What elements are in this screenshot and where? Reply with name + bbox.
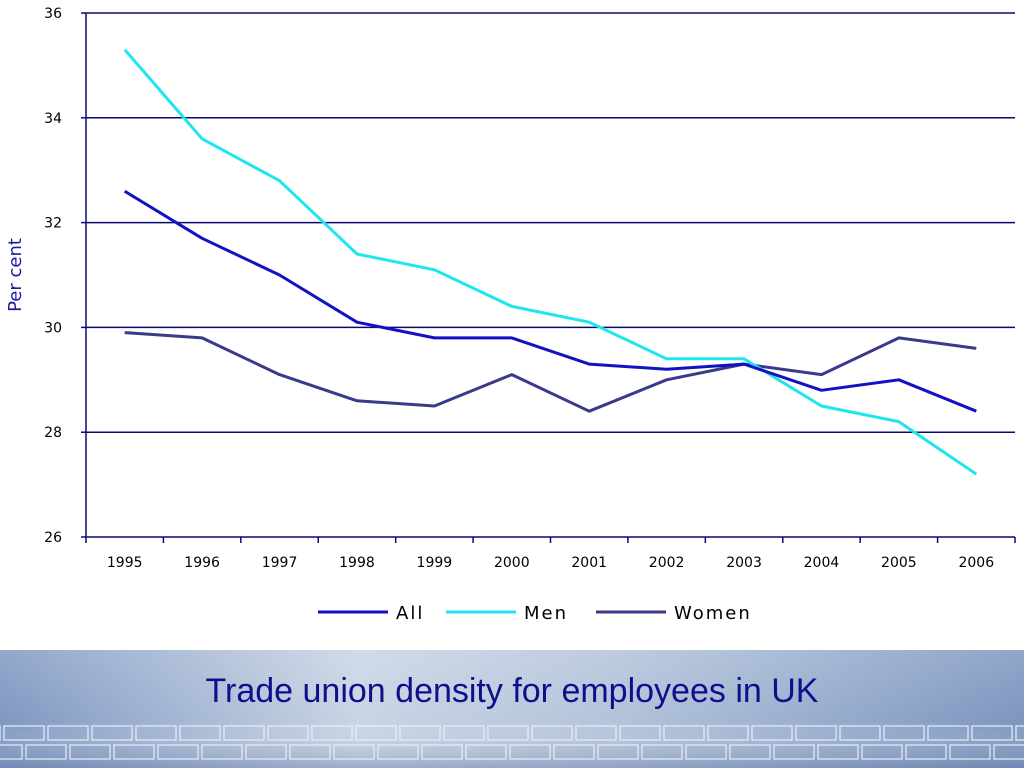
x-tick-label: 1995 [107, 555, 143, 571]
y-tick-label: 28 [44, 425, 62, 441]
brick [883, 725, 925, 741]
brick [267, 725, 309, 741]
brick [201, 744, 243, 760]
brick [245, 744, 287, 760]
brick [223, 725, 265, 741]
brick [1015, 725, 1024, 741]
y-tick-label: 34 [44, 111, 62, 127]
brick [861, 744, 903, 760]
brick [47, 725, 89, 741]
legend-label-all: All [396, 603, 424, 624]
brick [421, 744, 463, 760]
brick [69, 744, 111, 760]
brick [685, 744, 727, 760]
brick [289, 744, 331, 760]
x-tick-label: 2001 [571, 555, 607, 571]
brick [949, 744, 991, 760]
x-tick-label: 1998 [339, 555, 375, 571]
brick [905, 744, 947, 760]
series-line-women [124, 331, 977, 413]
brick [993, 744, 1024, 760]
brick [663, 725, 705, 741]
brick [795, 725, 837, 741]
y-tick-label: 26 [44, 530, 62, 546]
brick [839, 725, 881, 741]
brick [157, 744, 199, 760]
y-tick-labels: 26 28 30 32 34 36 [44, 6, 62, 546]
brick [641, 744, 683, 760]
brick [355, 725, 397, 741]
brick [91, 725, 133, 741]
brick [531, 725, 573, 741]
slide-title: Trade union density for employees in UK [205, 672, 819, 710]
legend-label-women: Women [674, 603, 752, 624]
x-tick-label: 2005 [881, 555, 917, 571]
x-tick-label: 1996 [184, 555, 220, 571]
line-chart: 26 28 30 32 34 36 1995 1996 1997 1998 1999 2000 200… [5, 6, 1016, 624]
brick [597, 744, 639, 760]
brick [575, 725, 617, 741]
brick [487, 725, 529, 741]
brick [729, 744, 771, 760]
brick [3, 725, 45, 741]
brick [25, 744, 67, 760]
brick [377, 744, 419, 760]
footer-banner [0, 650, 1024, 768]
brick [311, 725, 353, 741]
gridlines [86, 12, 1015, 433]
brick [817, 744, 859, 760]
x-tick-label: 2003 [726, 555, 762, 571]
x-tick-label: 1997 [262, 555, 298, 571]
brick [113, 744, 155, 760]
brick [465, 744, 507, 760]
brick [773, 744, 815, 760]
y-tick-label: 32 [44, 216, 62, 232]
brick [135, 725, 177, 741]
brick [443, 725, 485, 741]
x-tick-labels: 1995 1996 1997 1998 1999 2000 2001 2002 2003 2004… [107, 555, 994, 571]
axes [81, 12, 1016, 543]
legend-label-men: Men [524, 603, 568, 624]
x-tick-label: 2004 [804, 555, 840, 571]
y-axis-label: Per cent [5, 238, 26, 312]
brick [333, 744, 375, 760]
legend: All Men Women [318, 603, 752, 624]
series-line-all [123, 189, 977, 413]
series-line-men [123, 48, 978, 476]
brick [399, 725, 441, 741]
brick [927, 725, 969, 741]
brick [751, 725, 793, 741]
y-tick-label: 30 [44, 320, 62, 336]
brick [707, 725, 749, 741]
series-lines [123, 48, 978, 476]
brick [509, 744, 551, 760]
y-tick-label: 36 [44, 6, 62, 22]
x-tick-label: 1999 [417, 555, 453, 571]
brick [0, 744, 23, 760]
x-tick-label: 2006 [958, 555, 994, 571]
brick [971, 725, 1013, 741]
brick [179, 725, 221, 741]
brick [619, 725, 661, 741]
x-tick-label: 2000 [494, 555, 530, 571]
brick-pattern [0, 725, 1024, 760]
brick [553, 744, 595, 760]
x-tick-label: 2002 [649, 555, 685, 571]
